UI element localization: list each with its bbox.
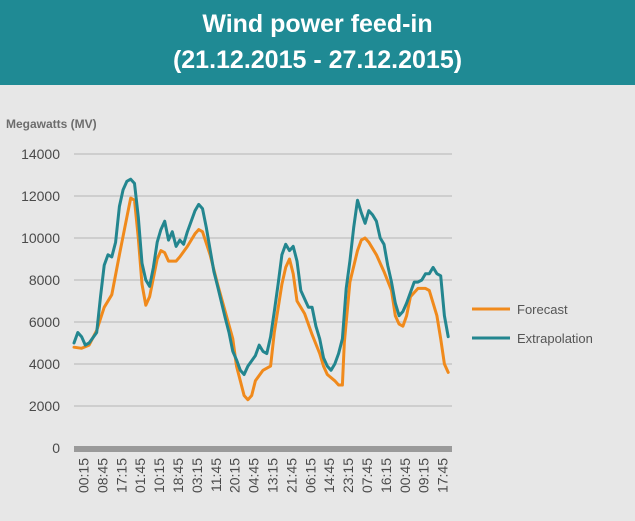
x-tick-label: 03:15 bbox=[189, 458, 205, 493]
x-axis-line bbox=[74, 446, 452, 452]
legend: Forecast Extrapolation bbox=[472, 302, 593, 346]
x-tick-label: 18:45 bbox=[170, 458, 186, 493]
x-tick-label: 09:15 bbox=[416, 458, 432, 493]
x-tick-label: 14:45 bbox=[321, 458, 337, 493]
chart-header: Wind power feed-in (21.12.2015 - 27.12.2… bbox=[0, 0, 635, 85]
chart-subtitle: (21.12.2015 - 27.12.2015) bbox=[172, 46, 463, 74]
chart-title: Wind power feed-in bbox=[202, 10, 433, 38]
series-group bbox=[72, 177, 450, 402]
y-tick-label: 8000 bbox=[29, 272, 60, 288]
x-tick-label: 21:45 bbox=[283, 458, 299, 493]
series-line-extrapolation bbox=[72, 177, 450, 376]
x-tick-label: 04:45 bbox=[246, 458, 262, 493]
legend-label-extrapolation: Extrapolation bbox=[517, 331, 593, 346]
x-tick-label: 01:45 bbox=[132, 458, 148, 493]
x-tick-label: 17:45 bbox=[435, 458, 451, 493]
x-tick-label: 16:15 bbox=[378, 458, 394, 493]
x-tick-label: 23:15 bbox=[340, 458, 356, 493]
x-tick-label: 13:15 bbox=[264, 458, 280, 493]
x-tick-label: 10:15 bbox=[151, 458, 167, 493]
x-tick-label: 11:45 bbox=[208, 458, 224, 492]
y-tick-label: 10000 bbox=[21, 230, 60, 246]
y-tick-label: 12000 bbox=[21, 188, 60, 204]
x-tick-label: 07:45 bbox=[359, 458, 375, 493]
legend-label-forecast: Forecast bbox=[517, 302, 568, 317]
y-tick-label: 4000 bbox=[29, 356, 60, 372]
x-tick-label: 00:15 bbox=[75, 458, 91, 493]
x-tick-label: 20:15 bbox=[227, 458, 243, 493]
y-tick-label: 6000 bbox=[29, 314, 60, 330]
x-tick-label: 08:45 bbox=[94, 458, 110, 493]
y-tick-label: 14000 bbox=[21, 146, 60, 162]
y-axis-ticks: 0 2000 4000 6000 8000 10000 12000 14000 bbox=[21, 146, 60, 456]
y-tick-label: 2000 bbox=[29, 398, 60, 414]
y-axis-label: Megawatts (MV) bbox=[6, 117, 97, 131]
x-tick-label: 00:45 bbox=[397, 458, 413, 493]
y-tick-label: 0 bbox=[52, 440, 60, 456]
x-axis: 00:15 08:45 17:15 01:45 10:15 18:45 03:15 11:45… bbox=[74, 446, 452, 493]
x-tick-label: 06:15 bbox=[302, 458, 318, 493]
series-line-forecast bbox=[72, 196, 450, 402]
x-tick-label: 17:15 bbox=[113, 458, 129, 493]
